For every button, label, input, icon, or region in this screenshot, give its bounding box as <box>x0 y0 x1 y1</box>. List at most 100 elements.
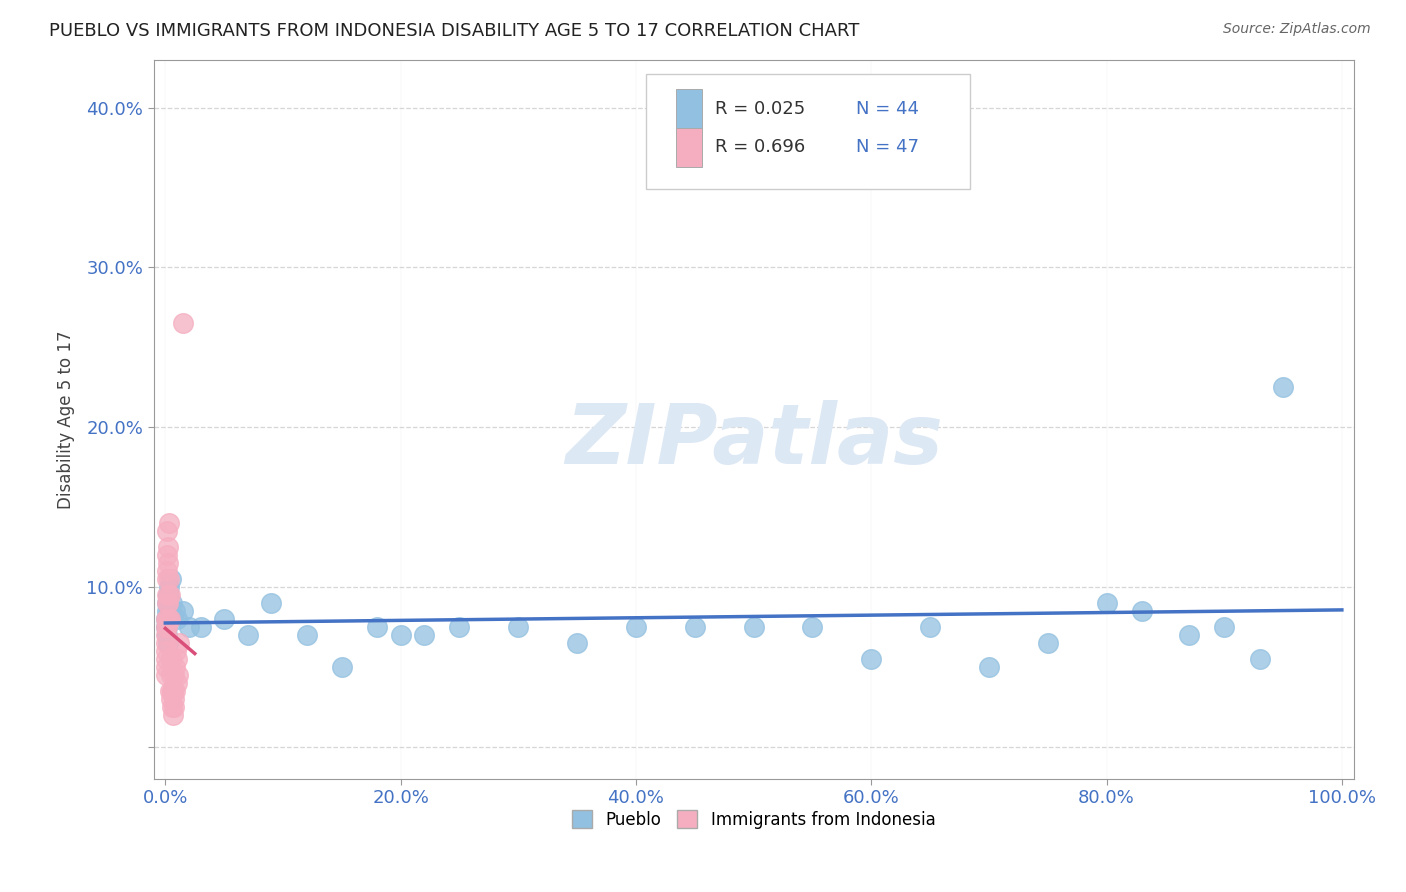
Point <box>165 684 187 698</box>
Text: Source: ZipAtlas.com: Source: ZipAtlas.com <box>1223 22 1371 37</box>
Point <box>159 684 181 698</box>
Point <box>236 628 259 642</box>
Point <box>624 620 647 634</box>
Point <box>156 604 179 618</box>
Point <box>155 620 177 634</box>
Point <box>155 620 177 634</box>
Point <box>157 540 180 554</box>
Point <box>162 692 184 706</box>
Point <box>157 580 180 594</box>
Point <box>163 700 186 714</box>
Point <box>177 620 200 634</box>
Point <box>155 636 177 650</box>
Point <box>156 612 179 626</box>
Point <box>159 652 181 666</box>
Point <box>295 628 318 642</box>
Point <box>169 636 191 650</box>
Point <box>166 676 188 690</box>
Point <box>1178 628 1201 642</box>
Point <box>155 660 177 674</box>
Point <box>1249 652 1271 666</box>
Point <box>156 620 179 634</box>
Point <box>157 572 180 586</box>
Point <box>156 556 179 570</box>
Text: PUEBLO VS IMMIGRANTS FROM INDONESIA DISABILITY AGE 5 TO 17 CORRELATION CHART: PUEBLO VS IMMIGRANTS FROM INDONESIA DISA… <box>49 22 859 40</box>
Text: R = 0.025: R = 0.025 <box>716 100 806 118</box>
Point <box>190 620 212 634</box>
Text: N = 47: N = 47 <box>856 138 918 156</box>
FancyBboxPatch shape <box>645 74 970 189</box>
Point <box>156 564 179 578</box>
Point <box>155 652 177 666</box>
Point <box>160 572 183 586</box>
Point <box>172 316 194 330</box>
Point <box>166 652 188 666</box>
Point <box>159 612 181 626</box>
Point <box>157 588 180 602</box>
Point <box>565 636 588 650</box>
Point <box>167 668 190 682</box>
Point <box>212 612 235 626</box>
Point <box>1130 604 1153 618</box>
Point <box>156 636 179 650</box>
Point <box>157 588 180 602</box>
FancyBboxPatch shape <box>676 128 702 167</box>
Legend: Pueblo, Immigrants from Indonesia: Pueblo, Immigrants from Indonesia <box>565 804 942 835</box>
Point <box>155 612 177 626</box>
Point <box>165 644 187 658</box>
Point <box>159 612 181 626</box>
Point <box>155 644 177 658</box>
Point <box>160 692 183 706</box>
Point <box>742 620 765 634</box>
Point <box>159 604 181 618</box>
Point <box>156 572 179 586</box>
Point <box>160 668 183 682</box>
Point <box>1272 380 1295 394</box>
Point <box>162 684 184 698</box>
Point <box>260 596 283 610</box>
Point <box>160 684 183 698</box>
Point <box>162 596 184 610</box>
Point <box>1036 636 1059 650</box>
Point <box>155 628 177 642</box>
Text: R = 0.696: R = 0.696 <box>716 138 806 156</box>
Point <box>330 660 353 674</box>
Point <box>366 620 388 634</box>
Text: ZIPatlas: ZIPatlas <box>565 401 942 482</box>
Point <box>920 620 942 634</box>
Point <box>156 596 179 610</box>
Point <box>155 628 177 642</box>
Point <box>163 660 186 674</box>
Point <box>1095 596 1118 610</box>
Point <box>155 668 177 682</box>
Point <box>159 612 181 626</box>
Text: N = 44: N = 44 <box>856 100 918 118</box>
Point <box>162 684 184 698</box>
Point <box>162 708 184 723</box>
Point <box>156 524 179 538</box>
Point <box>155 596 177 610</box>
Point <box>160 700 183 714</box>
Point <box>157 516 180 531</box>
Point <box>977 660 1000 674</box>
Point <box>172 604 194 618</box>
Point <box>159 588 181 602</box>
Point <box>160 652 183 666</box>
Point <box>860 652 883 666</box>
Point <box>449 620 471 634</box>
Point <box>508 620 530 634</box>
Point <box>162 684 184 698</box>
Point <box>413 628 436 642</box>
Point <box>156 620 179 634</box>
Point <box>166 612 188 626</box>
Point <box>163 604 186 618</box>
Point <box>156 596 179 610</box>
Point <box>389 628 412 642</box>
Point <box>156 588 179 602</box>
Point <box>801 620 824 634</box>
Y-axis label: Disability Age 5 to 17: Disability Age 5 to 17 <box>58 330 75 508</box>
Point <box>156 548 179 562</box>
Point <box>156 612 179 626</box>
Point <box>163 668 186 682</box>
Point <box>683 620 706 634</box>
